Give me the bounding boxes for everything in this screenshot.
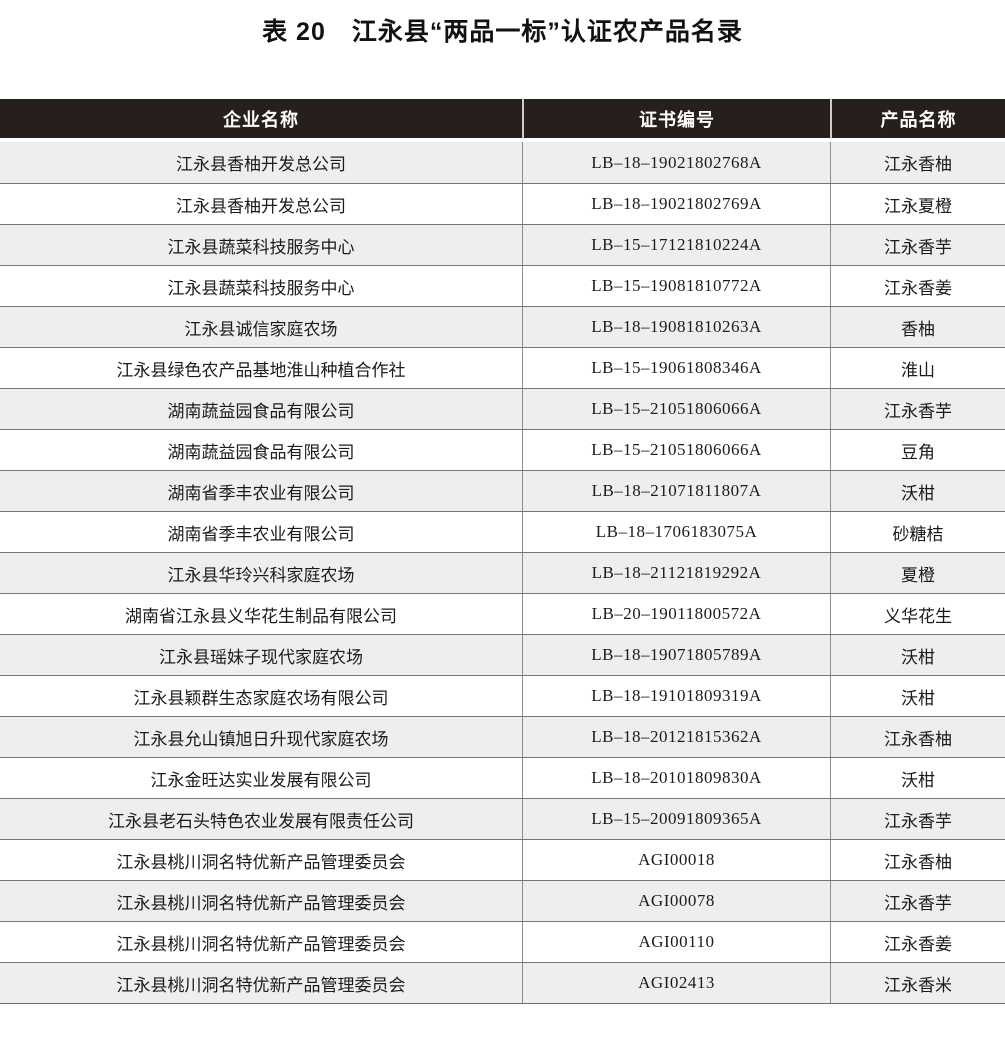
- table-row: 江永县香柚开发总公司 LB–18–19021802768A 江永香柚: [0, 142, 1005, 183]
- header-product-name: 产品名称: [830, 99, 1005, 138]
- enterprise-name-cell: 江永县香柚开发总公司: [176, 196, 346, 216]
- table-row: 江永县蔬菜科技服务中心 LB–15–19081810772A 江永香姜: [0, 265, 1005, 306]
- enterprise-name-cell: 江永县瑶妹子现代家庭农场: [159, 647, 363, 667]
- enterprise-name-cell: 江永县桃川洞名特优新产品管理委员会: [116, 934, 406, 954]
- product-name-cell: 江永香柚: [830, 142, 1005, 183]
- table-row: 江永县桃川洞名特优新产品管理委员会 AGI00078 江永香芋: [0, 880, 1005, 921]
- table-row: 江永县允山镇旭日升现代家庭农场 LB–18–20121815362A 江永香柚: [0, 716, 1005, 757]
- certificate-number-cell: LB–15–19061808346A: [522, 348, 830, 388]
- certificate-number-cell: LB–18–21071811807A: [522, 471, 830, 511]
- enterprise-name-cell: 湖南省江永县义华花生制品有限公司: [125, 606, 397, 626]
- certificate-number-cell: LB–18–19081810263A: [522, 307, 830, 347]
- table-row: 江永县华玲兴科家庭农场 LB–18–21121819292A 夏橙: [0, 552, 1005, 593]
- table-row: 江永县诚信家庭农场 LB–18–19081810263A 香柚: [0, 306, 1005, 347]
- certificate-number-cell: AGI00110: [522, 922, 830, 962]
- enterprise-name-cell: 江永县蔬菜科技服务中心: [167, 278, 355, 298]
- certificate-number-cell: LB–20–19011800572A: [522, 594, 830, 634]
- table-row: 江永县颖群生态家庭农场有限公司 LB–18–19101809319A 沃柑: [0, 675, 1005, 716]
- table-row: 江永县蔬菜科技服务中心 LB–15–17121810224A 江永香芋: [0, 224, 1005, 265]
- product-name-cell: 沃柑: [830, 676, 1005, 716]
- table-row: 江永县老石头特色农业发展有限责任公司 LB–15–20091809365A 江永…: [0, 798, 1005, 839]
- enterprise-name-cell: 江永县蔬菜科技服务中心: [167, 237, 355, 257]
- certificate-number-cell: LB–18–20101809830A: [522, 758, 830, 798]
- certificate-number-cell: LB–18–19101809319A: [522, 676, 830, 716]
- header-enterprise-name: 企业名称: [223, 109, 299, 130]
- certificate-number-cell: LB–18–21121819292A: [522, 553, 830, 593]
- product-name-cell: 淮山: [830, 348, 1005, 388]
- certified-products-table: 企业名称 证书编号 产品名称 江永县香柚开发总公司 LB–18–19021802…: [0, 99, 1005, 1004]
- product-name-cell: 江永香柚: [830, 840, 1005, 880]
- product-name-cell: 沃柑: [830, 471, 1005, 511]
- table-row: 湖南蔬益园食品有限公司 LB–15–21051806066A 江永香芋: [0, 388, 1005, 429]
- product-name-cell: 豆角: [830, 430, 1005, 470]
- enterprise-name-cell: 江永县诚信家庭农场: [184, 319, 338, 339]
- certificate-number-cell: LB–18–19071805789A: [522, 635, 830, 675]
- enterprise-name-cell: 湖南省季丰农业有限公司: [167, 483, 355, 503]
- table-row: 湖南省季丰农业有限公司 LB–18–1706183075A 砂糖桔: [0, 511, 1005, 552]
- enterprise-name-cell: 江永县桃川洞名特优新产品管理委员会: [116, 975, 406, 995]
- certificate-number-cell: AGI00018: [522, 840, 830, 880]
- table-body: 江永县香柚开发总公司 LB–18–19021802768A 江永香柚 江永县香柚…: [0, 142, 1005, 1004]
- table-row: 江永县瑶妹子现代家庭农场 LB–18–19071805789A 沃柑: [0, 634, 1005, 675]
- certificate-number-cell: LB–18–1706183075A: [522, 512, 830, 552]
- product-name-cell: 江永香芋: [830, 225, 1005, 265]
- table-header-row: 企业名称 证书编号 产品名称: [0, 99, 1005, 138]
- table-row: 江永县绿色农产品基地淮山种植合作社 LB–15–19061808346A 淮山: [0, 347, 1005, 388]
- product-name-cell: 江永香姜: [830, 922, 1005, 962]
- product-name-cell: 江永夏橙: [830, 184, 1005, 224]
- product-name-cell: 江永香芋: [830, 881, 1005, 921]
- enterprise-name-cell: 江永县绿色农产品基地淮山种植合作社: [116, 360, 406, 380]
- product-name-cell: 江永香芋: [830, 389, 1005, 429]
- certificate-number-cell: AGI00078: [522, 881, 830, 921]
- enterprise-name-cell: 江永县允山镇旭日升现代家庭农场: [133, 729, 389, 749]
- product-name-cell: 江永香米: [830, 963, 1005, 1003]
- product-name-cell: 沃柑: [830, 758, 1005, 798]
- table-row: 江永金旺达实业发展有限公司 LB–18–20101809830A 沃柑: [0, 757, 1005, 798]
- header-certificate-number: 证书编号: [522, 99, 830, 138]
- certificate-number-cell: LB–15–19081810772A: [522, 266, 830, 306]
- enterprise-name-cell: 江永县桃川洞名特优新产品管理委员会: [116, 852, 406, 872]
- product-name-cell: 夏橙: [830, 553, 1005, 593]
- certificate-number-cell: LB–15–17121810224A: [522, 225, 830, 265]
- product-name-cell: 江永香柚: [830, 717, 1005, 757]
- table-row: 江永县香柚开发总公司 LB–18–19021802769A 江永夏橙: [0, 183, 1005, 224]
- certificate-number-cell: LB–18–19021802768A: [522, 142, 830, 183]
- enterprise-name-cell: 江永县老石头特色农业发展有限责任公司: [108, 811, 414, 831]
- table-row: 江永县桃川洞名特优新产品管理委员会 AGI00110 江永香姜: [0, 921, 1005, 962]
- product-name-cell: 义华花生: [830, 594, 1005, 634]
- certificate-number-cell: LB–18–20121815362A: [522, 717, 830, 757]
- table-row: 江永县桃川洞名特优新产品管理委员会 AGI02413 江永香米: [0, 962, 1005, 1003]
- certificate-number-cell: AGI02413: [522, 963, 830, 1003]
- certificate-number-cell: LB–18–19021802769A: [522, 184, 830, 224]
- product-name-cell: 香柚: [830, 307, 1005, 347]
- table-row: 湖南省江永县义华花生制品有限公司 LB–20–19011800572A 义华花生: [0, 593, 1005, 634]
- enterprise-name-cell: 湖南蔬益园食品有限公司: [167, 401, 355, 421]
- enterprise-name-cell: 江永县颖群生态家庭农场有限公司: [133, 688, 389, 708]
- enterprise-name-cell: 江永县华玲兴科家庭农场: [167, 565, 355, 585]
- enterprise-name-cell: 湖南蔬益园食品有限公司: [167, 442, 355, 462]
- certificate-number-cell: LB–15–21051806066A: [522, 430, 830, 470]
- table-row: 江永县桃川洞名特优新产品管理委员会 AGI00018 江永香柚: [0, 839, 1005, 880]
- enterprise-name-cell: 江永金旺达实业发展有限公司: [150, 770, 372, 790]
- product-name-cell: 江永香姜: [830, 266, 1005, 306]
- product-name-cell: 砂糖桔: [830, 512, 1005, 552]
- table-row: 湖南省季丰农业有限公司 LB–18–21071811807A 沃柑: [0, 470, 1005, 511]
- page-title: 表 20 江永县“两品一标”认证农产品名录: [262, 18, 743, 46]
- enterprise-name-cell: 湖南省季丰农业有限公司: [167, 524, 355, 544]
- product-name-cell: 沃柑: [830, 635, 1005, 675]
- product-name-cell: 江永香芋: [830, 799, 1005, 839]
- certificate-number-cell: LB–15–20091809365A: [522, 799, 830, 839]
- table-row: 湖南蔬益园食品有限公司 LB–15–21051806066A 豆角: [0, 429, 1005, 470]
- certificate-number-cell: LB–15–21051806066A: [522, 389, 830, 429]
- enterprise-name-cell: 江永县桃川洞名特优新产品管理委员会: [116, 893, 406, 913]
- enterprise-name-cell: 江永县香柚开发总公司: [176, 155, 346, 174]
